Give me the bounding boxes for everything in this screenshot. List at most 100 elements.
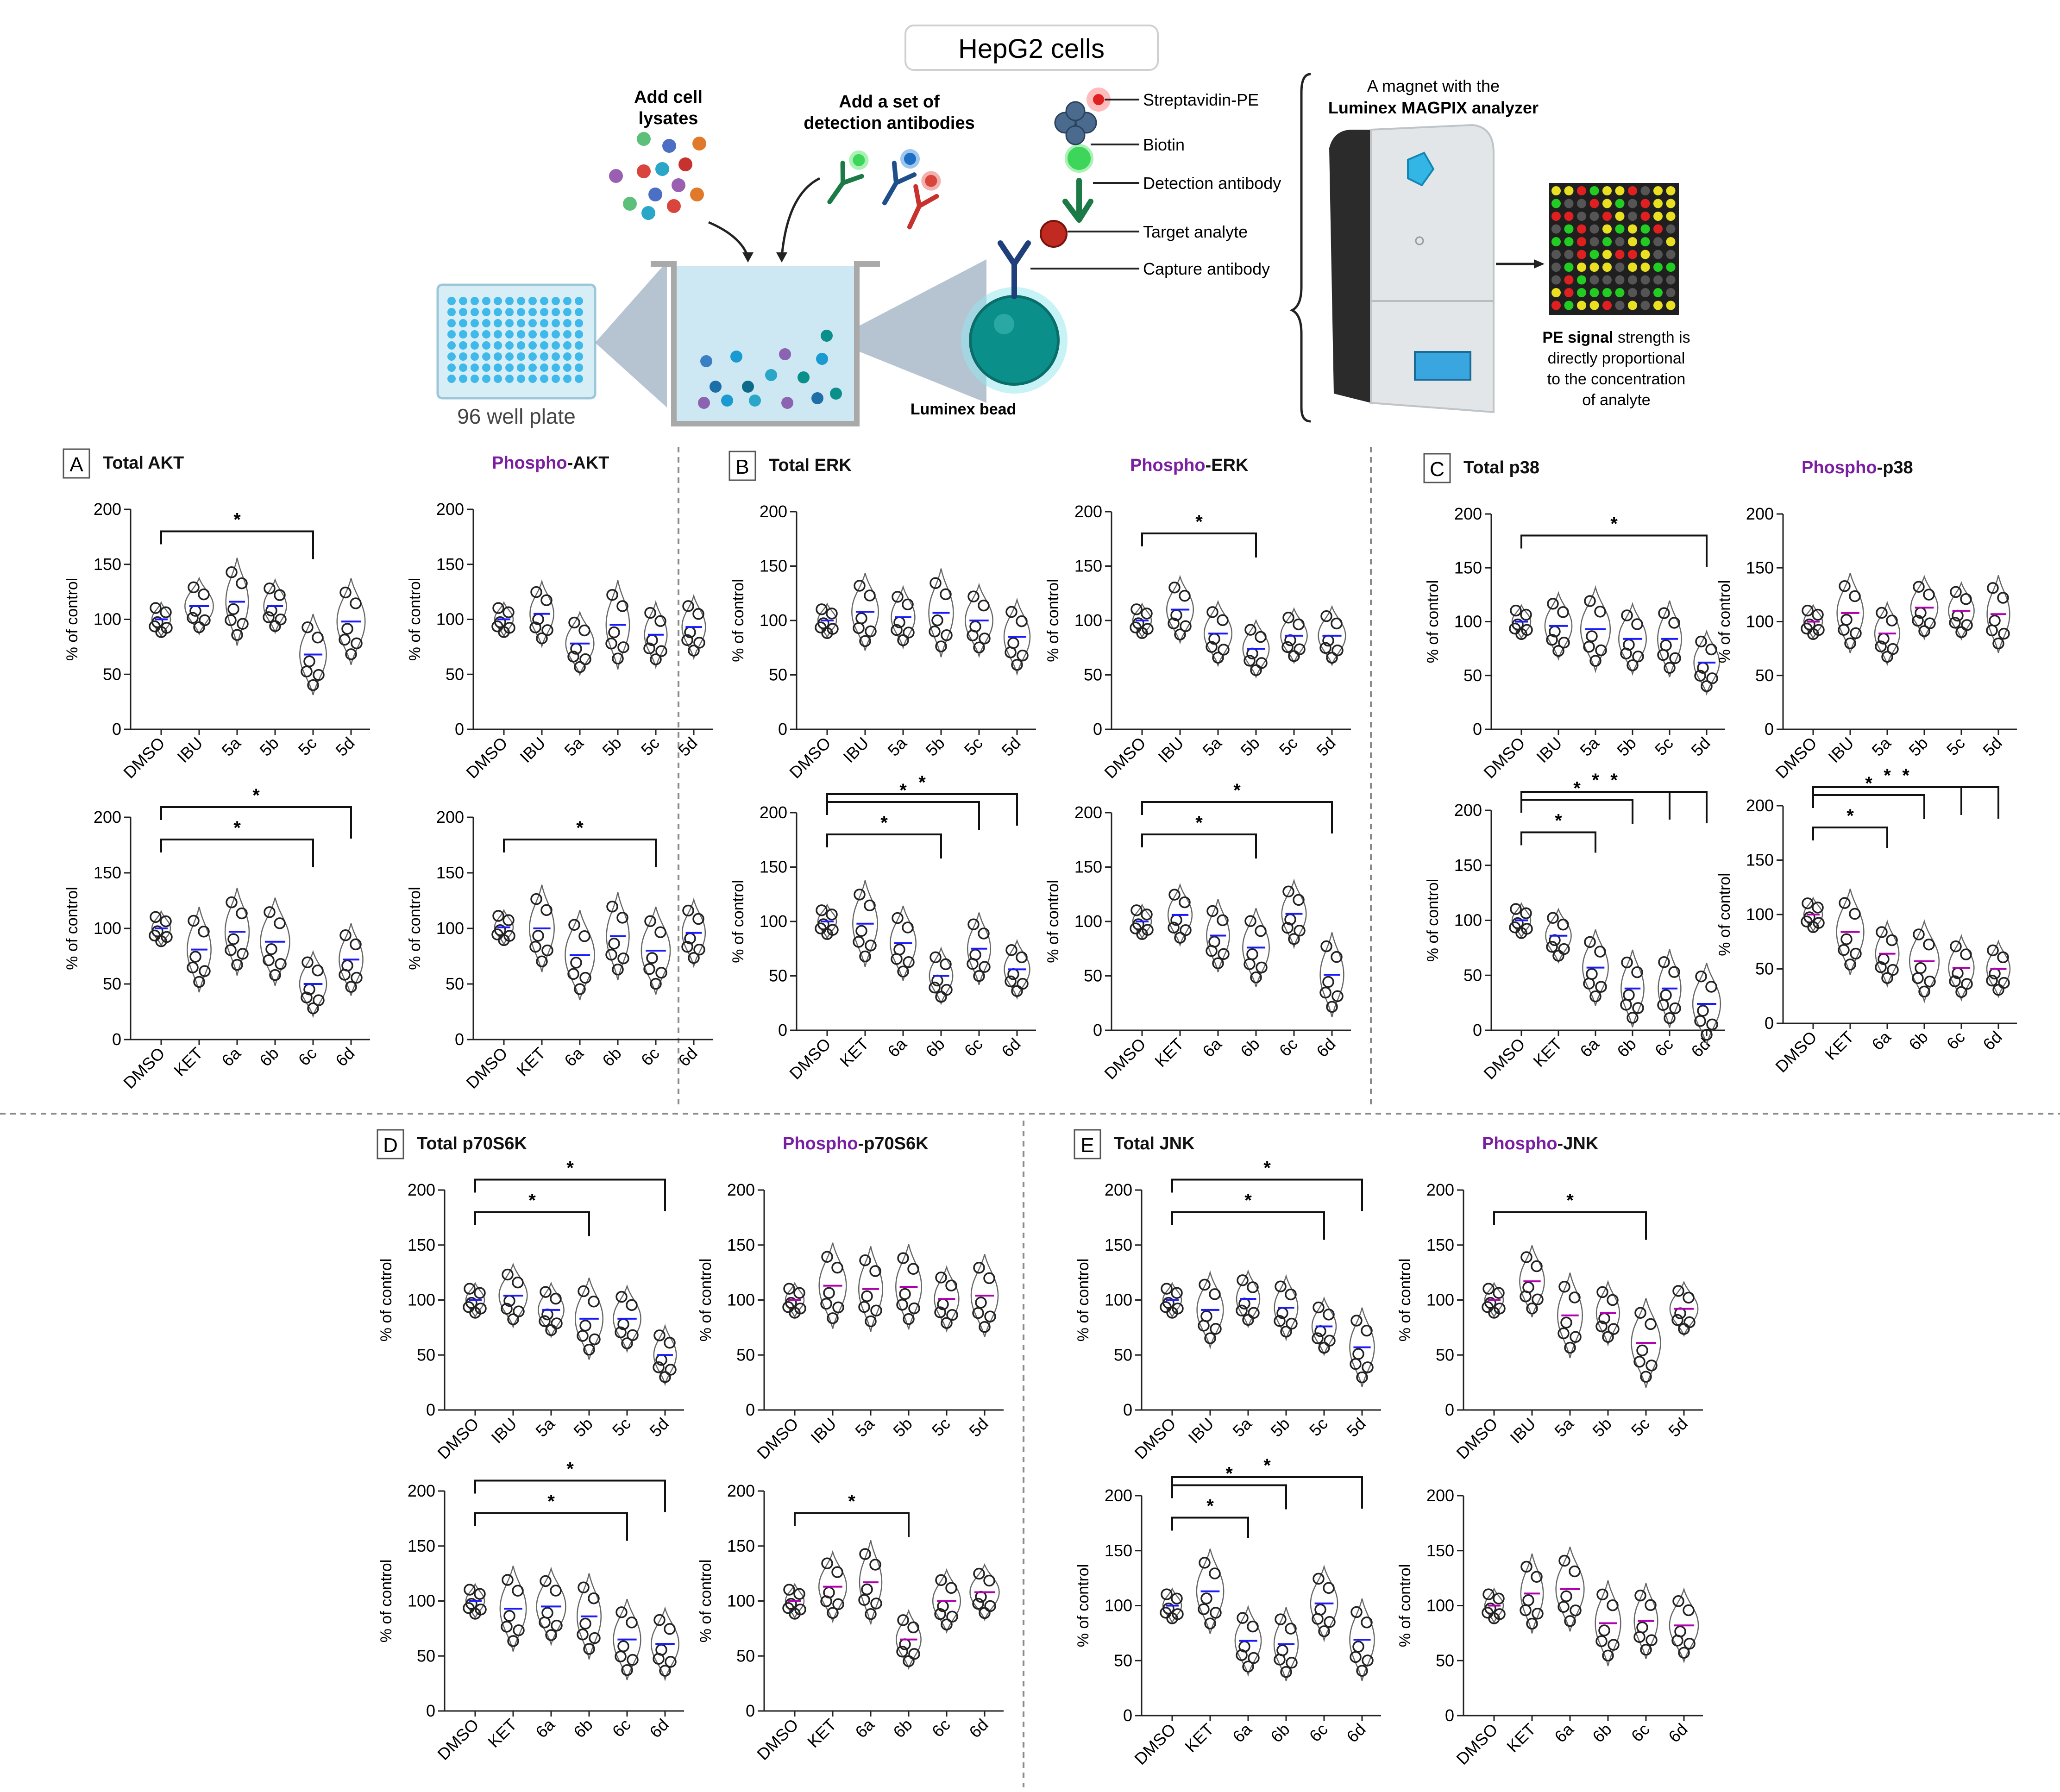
data-point <box>1482 1283 1495 1295</box>
data-point <box>1199 1557 1211 1569</box>
x-tick-label: 5a <box>1229 1414 1256 1441</box>
data-point <box>1608 1323 1620 1335</box>
significance-star: * <box>1566 1190 1574 1211</box>
x-tick-label: 6d <box>965 1715 992 1742</box>
data-point <box>1705 981 1717 993</box>
data-point <box>688 645 700 657</box>
significance-star: * <box>1555 811 1562 831</box>
data-point <box>1322 976 1334 988</box>
significance-bracket <box>1520 791 1708 823</box>
data-point <box>574 983 586 995</box>
data-point <box>1161 1283 1173 1295</box>
y-tick-label: 50 <box>1114 1651 1132 1670</box>
data-point <box>351 637 363 650</box>
data-point <box>1005 944 1017 956</box>
data-point <box>574 661 586 673</box>
signal-well <box>1628 224 1637 234</box>
significance-star: * <box>566 1158 574 1178</box>
label-target-analyte: Target analyte <box>1143 222 1248 241</box>
plate-well <box>540 341 548 350</box>
data-point <box>1244 958 1256 970</box>
violin <box>339 923 364 996</box>
data-point <box>821 1251 833 1263</box>
data-point <box>1955 986 1967 998</box>
plate-well <box>517 330 525 338</box>
y-tick-label: 0 <box>1765 1014 1774 1033</box>
data-point <box>692 913 704 925</box>
data-point <box>973 641 985 654</box>
panel-letter-box <box>1074 1129 1101 1159</box>
data-point <box>653 1653 665 1665</box>
violin <box>852 880 878 967</box>
data-point <box>1997 951 2009 964</box>
signal-well <box>1551 186 1561 195</box>
signal-well <box>1551 224 1561 234</box>
chart-title: Phospho-AKT <box>492 453 609 473</box>
violin <box>1206 899 1230 972</box>
data-point <box>832 1301 844 1314</box>
y-axis-label: % of control <box>406 887 424 970</box>
data-point <box>463 1301 475 1313</box>
data-point <box>1683 1637 1696 1650</box>
significance-star: * <box>848 1491 855 1512</box>
signal-well <box>1602 224 1612 234</box>
data-point <box>1532 1608 1544 1620</box>
significance-star: * <box>1195 512 1203 532</box>
data-point <box>540 1575 552 1587</box>
data-point <box>643 963 655 975</box>
plate-well <box>505 330 514 338</box>
data-point <box>626 1617 638 1629</box>
data-point <box>1640 1643 1652 1656</box>
data-point <box>1694 1015 1706 1027</box>
significance-star: * <box>1225 1464 1233 1484</box>
plate-well <box>459 330 467 338</box>
data-point <box>655 967 667 979</box>
x-tick-label: 5c <box>609 1414 634 1440</box>
data-point <box>545 1324 557 1336</box>
data-point <box>1288 650 1300 662</box>
data-point <box>226 566 238 578</box>
signal-well <box>1602 263 1612 272</box>
label-detection-antibody: Detection antibody <box>1143 174 1281 193</box>
data-point <box>1812 902 1824 914</box>
data-point <box>1627 1012 1639 1024</box>
data-point <box>1949 617 1961 629</box>
plate-well <box>482 363 490 372</box>
y-tick-label: 0 <box>1123 1706 1132 1725</box>
x-tick-label: 6a <box>1199 1034 1225 1061</box>
violin <box>1484 1281 1504 1319</box>
plate-well <box>517 352 525 361</box>
y-tick-label: 50 <box>1436 1345 1454 1364</box>
x-tick-label: 6c <box>961 1034 986 1060</box>
data-point <box>579 1617 591 1630</box>
data-point <box>854 580 866 592</box>
y-tick-label: 200 <box>727 1481 755 1500</box>
data-point <box>831 1566 843 1578</box>
data-point <box>492 602 504 614</box>
data-point <box>1005 606 1017 618</box>
data-point <box>1247 1281 1259 1293</box>
violin <box>1582 929 1609 1006</box>
significance-bracket <box>826 793 1018 826</box>
data-point <box>502 606 515 618</box>
x-tick-label: 5d <box>965 1414 992 1441</box>
y-tick-label: 150 <box>94 555 121 574</box>
data-point <box>1168 582 1181 594</box>
signal-well <box>1564 212 1574 221</box>
x-tick-label: IBU <box>1506 1414 1539 1447</box>
signal-well <box>1615 301 1625 310</box>
data-point <box>903 1313 915 1325</box>
well-plate: 96 well plate <box>436 283 597 428</box>
data-point <box>1520 1251 1532 1263</box>
x-tick-label: KET <box>513 1044 549 1080</box>
data-point <box>1130 922 1142 934</box>
violin <box>1520 1553 1544 1634</box>
data-point <box>892 591 904 603</box>
data-point <box>782 1301 794 1313</box>
data-point <box>1362 1654 1374 1667</box>
data-point <box>815 621 827 633</box>
y-axis-label: % of control <box>406 578 424 661</box>
plate-well <box>482 352 490 361</box>
data-point <box>1631 618 1643 630</box>
data-point <box>815 922 827 934</box>
